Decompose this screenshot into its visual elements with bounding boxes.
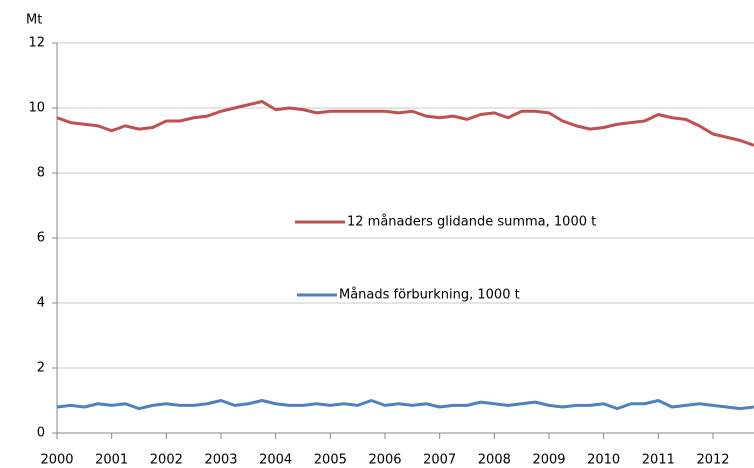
y-tick-label: 2 bbox=[37, 361, 45, 376]
y-tick-label: 6 bbox=[37, 231, 45, 246]
series-line bbox=[56, 399, 754, 411]
x-tick-label: 2011 bbox=[642, 453, 675, 468]
legend-label: 12 månaders glidande summa, 1000 t bbox=[347, 215, 596, 230]
series-line bbox=[56, 100, 754, 147]
x-tick-label: 2008 bbox=[478, 453, 511, 468]
x-tick-label: 2007 bbox=[423, 453, 456, 468]
x-tick-label: 2003 bbox=[204, 453, 237, 468]
x-tick-label: 2005 bbox=[314, 453, 347, 468]
y-tick-label: 8 bbox=[37, 166, 45, 181]
x-tick-label: 2009 bbox=[532, 453, 565, 468]
y-tick-label: 10 bbox=[28, 101, 45, 116]
x-tick-label: 2012 bbox=[696, 453, 729, 468]
y-tick-label: 4 bbox=[37, 296, 45, 311]
x-tick-label: 2000 bbox=[40, 453, 73, 468]
x-tick-label: 2010 bbox=[587, 453, 620, 468]
x-tick-label: 2004 bbox=[259, 453, 292, 468]
y-axis-label: Mt bbox=[26, 13, 42, 28]
x-tick-label: 2001 bbox=[95, 453, 128, 468]
legend-label: Månads förburkning, 1000 t bbox=[339, 288, 520, 303]
y-tick-label: 12 bbox=[28, 36, 45, 51]
x-tick-label: 2002 bbox=[150, 453, 183, 468]
x-tick-label: 2006 bbox=[368, 453, 401, 468]
y-tick-label: 0 bbox=[37, 426, 45, 441]
